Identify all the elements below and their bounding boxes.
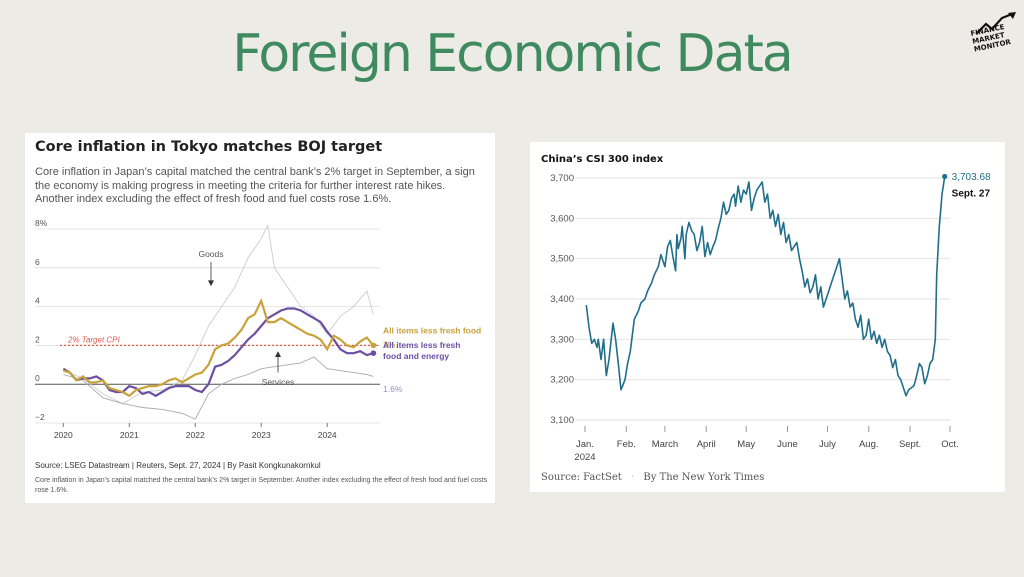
chart-note: Core inflation in Japan’s capital matche… [35,477,488,494]
goods-annotation: Goods [198,249,223,259]
x-tick-label: May [737,439,755,450]
y-tick-label: 0 [35,373,40,383]
finance-market-monitor-logo: FINANCE MARKET MONITOR [970,12,1020,54]
x-tick-label: 2021 [120,430,139,440]
csi300-chart: 3,700 3,600 3,500 3,400 3,300 3,200 3,100 Jan. F… [550,172,991,463]
csi300-last-date-label: Sept. 27 [952,189,991,200]
chart-title: China’s CSI 300 index [541,154,664,165]
chart-source: Source: LSEG Datastream | Reuters, Sept.… [35,461,321,470]
y-tick-label: 3,700 [550,173,574,184]
core-core-end-point [370,350,377,356]
byline-text: By The New York Times [643,472,765,483]
x-tick-label: 2020 [54,430,73,440]
y-tick-label: 3,300 [550,334,574,345]
x-tick-year-label: 2024 [574,452,595,463]
goods-line [63,223,374,405]
goods-arrow-head [208,280,214,287]
y-tick-label: 3,600 [550,213,574,224]
y-tick-label: 3,500 [550,254,574,265]
tokyo-inflation-panel: Core inflation in Tokyo matches BOJ targ… [25,133,495,503]
x-tick-label: Feb. [617,439,636,450]
core-core-line [62,307,374,398]
core-core-series-label-line2: food and energy [383,351,449,361]
chart-title: Core inflation in Tokyo matches BOJ targ… [35,139,383,155]
services-annotation: Services [262,377,295,387]
y-tick-label: 3,400 [550,294,574,305]
y-tick-label: 6 [35,257,40,267]
x-tick-label: July [819,439,836,450]
core-line [62,297,375,398]
x-tick-label: June [777,439,798,450]
core-core-series-label-line1: All items less fresh [383,340,460,350]
chart-source: Source: FactSet · By The New York Times [541,472,764,483]
page-title: Foreign Economic Data [232,24,793,84]
csi300-panel: China’s CSI 300 index 3,700 3,600 3,500 3,4… [530,142,1005,492]
x-tick-label: 2023 [252,430,271,440]
x-tick-label: March [652,439,678,450]
y-tick-label: 3,100 [550,415,574,426]
y-tick-label: 2 [35,334,40,344]
y-tick-label: 8% [35,219,48,228]
core-end-point [370,342,377,349]
y-tick-label: 3,200 [550,375,574,386]
source-separator: · [630,472,635,483]
services-line [63,356,374,420]
csi300-end-point [942,173,948,180]
logo-chart-icon [975,12,1016,35]
x-tick-label: 2022 [186,430,205,440]
services-arrow-head [275,351,281,358]
core-series-label: All items less fresh food [383,325,481,335]
x-tick-label: Jan. [576,439,594,450]
y-tick-label: 4 [35,296,40,306]
x-tick-label: April [697,439,716,450]
core-end-label: 2% [383,339,396,349]
x-tick-label: Sept. [899,439,921,450]
tokyo-inflation-chart: 8% 6 4 2 0 −2 2020 2021 2022 2023 2024 2% Target CP… [35,219,481,440]
chart-subtitle: Core inflation in Japan’s capital matche… [35,166,475,205]
core-core-end-label: 1.6% [383,384,403,394]
csi300-last-value-label: 3,703.68 [952,172,991,183]
x-tick-label: Oct. [941,439,958,450]
source-text: Source: FactSet [541,472,622,483]
y-tick-label: −2 [35,412,45,422]
x-tick-label: 2024 [318,430,337,440]
csi300-line [585,176,946,397]
x-tick-label: Aug. [859,439,879,450]
target-label: 2% Target CPI [67,335,121,344]
